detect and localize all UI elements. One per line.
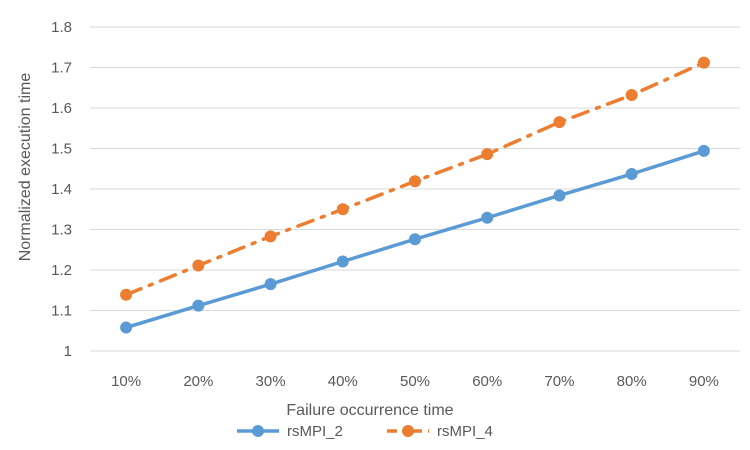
y-tick-label: 1.4 <box>51 181 72 198</box>
data-point <box>625 89 638 102</box>
x-axis-ticks: 10% 20% 30% 40% 50% 60% 70% 80% 90% <box>111 373 719 390</box>
data-point <box>192 299 205 312</box>
y-tick-label: 1.2 <box>51 262 72 279</box>
x-axis-title: Failure occurrence time <box>286 402 453 419</box>
x-tick-label: 90% <box>689 373 719 390</box>
y-tick-label: 1.3 <box>51 222 72 239</box>
data-point <box>409 233 421 246</box>
data-point <box>697 144 710 157</box>
y-tick-label: 1 <box>64 343 72 360</box>
x-tick-label: 40% <box>328 373 358 390</box>
y-tick-label: 1.7 <box>51 60 72 77</box>
data-point <box>264 230 277 243</box>
data-point <box>336 255 349 268</box>
gridlines <box>90 26 740 352</box>
x-tick-label: 50% <box>400 373 430 390</box>
data-point <box>697 56 710 69</box>
data-point <box>192 259 205 272</box>
data-point <box>264 278 277 291</box>
series-layer <box>120 56 710 334</box>
data-point <box>120 288 133 301</box>
x-tick-label: 60% <box>472 373 502 390</box>
x-tick-label: 20% <box>183 373 213 390</box>
y-tick-label: 1.1 <box>51 303 72 320</box>
data-point <box>409 175 421 188</box>
x-tick-label: 80% <box>617 373 647 390</box>
data-point <box>553 189 566 202</box>
legend-item-rsMPI_4: rsMPI_4 <box>387 423 493 440</box>
legend: rsMPI_2 rsMPI_4 <box>237 423 493 440</box>
legend-label: rsMPI_2 <box>287 423 343 440</box>
data-point <box>336 203 349 216</box>
data-point <box>553 116 566 129</box>
legend-swatch-marker <box>402 425 414 437</box>
series-rsMPI_4 <box>120 56 710 301</box>
y-tick-label: 1.5 <box>51 141 72 158</box>
data-point <box>625 168 638 181</box>
data-point <box>120 321 133 334</box>
legend-label: rsMPI_4 <box>437 423 493 440</box>
y-tick-label: 1.6 <box>51 100 72 117</box>
series-rsMPI_2 <box>120 144 710 334</box>
x-tick-label: 70% <box>544 373 574 390</box>
data-point <box>481 148 494 161</box>
y-axis-ticks: 1 1.1 1.2 1.3 1.4 1.5 1.6 1.7 1.8 <box>51 19 72 360</box>
x-tick-label: 10% <box>111 373 141 390</box>
x-tick-label: 30% <box>256 373 286 390</box>
legend-item-rsMPI_2: rsMPI_2 <box>237 423 343 440</box>
y-axis-title: Normalized execution time <box>17 73 34 262</box>
legend-swatch-marker <box>252 425 264 437</box>
data-point <box>481 211 494 224</box>
y-tick-label: 1.8 <box>51 19 72 36</box>
